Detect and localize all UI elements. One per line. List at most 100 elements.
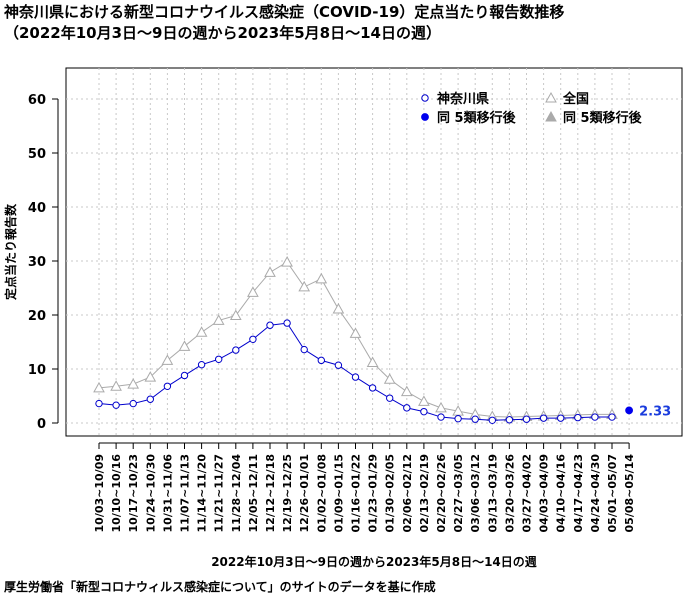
x-tick-label: 01/30~02/05 (384, 454, 397, 532)
data-point (522, 415, 531, 423)
source-caption: 厚生労働省「新型コロナウィルス感染症について」のサイトのデータを基に作成 (4, 580, 436, 594)
x-tick-label: 01/23~01/29 (367, 454, 380, 532)
data-point (178, 340, 191, 351)
x-tick-label: 03/27~04/02 (521, 454, 534, 532)
x-tick-label: 11/28~12/04 (230, 454, 243, 533)
x-tick-label: 04/03~04/09 (538, 454, 551, 532)
data-point (229, 309, 242, 321)
data-point (110, 380, 122, 391)
data-point (283, 319, 291, 327)
data-point (180, 371, 189, 380)
legend-label: 全国 (562, 91, 589, 107)
x-tick-label: 10/10~10/16 (110, 454, 123, 533)
plot-frame (65, 67, 683, 437)
data-point (264, 266, 276, 277)
x-axis-label: 2022年10月3日〜9日の週から2023年5月8日〜14日の週 (211, 554, 537, 569)
data-point (403, 404, 411, 412)
legend: 神奈川県 全国同 5類移行後 同 5類移行後 (421, 91, 643, 126)
data-point (420, 407, 428, 416)
data-point (232, 346, 240, 354)
x-tick-label: 11/21~11/27 (213, 454, 226, 532)
y-tick-label: 0 (37, 417, 46, 432)
legend-label: 同 5類移行後 (563, 110, 643, 126)
data-point (317, 356, 325, 365)
data-point (557, 414, 565, 422)
data-point (93, 381, 105, 393)
x-tick-label: 12/19~12/25 (281, 454, 294, 532)
y-tick-label: 60 (28, 93, 46, 108)
y-tick-label: 40 (28, 201, 46, 216)
x-tick-label: 02/06~02/12 (401, 454, 414, 532)
data-point (334, 361, 343, 369)
data-point (300, 345, 308, 354)
x-tick-label: 04/24~04/30 (589, 454, 602, 533)
data-point (127, 378, 140, 389)
x-tick-label: 02/20~02/26 (435, 454, 448, 533)
y-axis: 0 10 20 30 40 50 60 (28, 93, 59, 432)
data-point (505, 416, 514, 424)
data-point (421, 113, 429, 121)
data-point (247, 286, 259, 297)
chart-subtitle: （2022年10月3日〜9日の週から2023年5月8日〜14日の週） (4, 24, 441, 42)
chart-title: 神奈川県における新型コロナウイルス感染症（COVID-19）定点当たり報告数推移 (4, 3, 565, 21)
y-axis-label: 定点当たり報告数 (3, 203, 18, 300)
data-point (591, 413, 599, 421)
data-point (368, 384, 377, 392)
x-tick-label: 12/12~12/18 (264, 454, 277, 532)
data-point (454, 414, 462, 423)
x-tick-label: 11/14~11/20 (196, 454, 209, 533)
data-point (608, 413, 616, 421)
x-tick-label: 04/17~04/23 (572, 454, 585, 532)
legend-label: 同 5類移行後 (437, 110, 517, 126)
x-tick-label: 12/26~01/01 (298, 454, 311, 532)
data-point (418, 395, 430, 406)
x-tick-label: 02/13~02/19 (418, 454, 431, 532)
data-point (95, 399, 103, 408)
x-tick-label: 03/06~03/12 (469, 454, 482, 532)
data-point (197, 360, 206, 369)
data-point (545, 91, 557, 103)
data-point (421, 94, 429, 102)
x-tick-label: 01/09~01/15 (332, 454, 345, 532)
data-point (146, 395, 155, 403)
data-point (383, 373, 396, 384)
x-tick-label: 03/13~03/19 (486, 454, 499, 532)
data-point (332, 303, 345, 314)
data-point (298, 280, 311, 292)
data-point (539, 414, 548, 422)
data-point (249, 335, 257, 343)
x-tick-label: 12/05~12/11 (247, 454, 260, 532)
y-tick-label: 50 (28, 147, 46, 162)
y-tick-label: 10 (28, 363, 46, 378)
data-point (437, 413, 445, 421)
x-tick-label: 11/07~11/13 (179, 454, 192, 532)
x-tick-label: 10/17~10/23 (127, 454, 140, 532)
data-point (215, 355, 223, 363)
x-tick-label: 04/10~04/16 (555, 454, 568, 533)
data-point (349, 327, 362, 338)
grid (66, 68, 682, 436)
data-point (400, 385, 413, 397)
data-point (163, 382, 172, 390)
x-tick-label: 02/27~03/05 (452, 454, 465, 532)
data-point (112, 401, 120, 409)
data-point (129, 399, 137, 408)
x-tick-label: 01/02~01/08 (315, 454, 328, 532)
y-tick-label: 20 (28, 309, 46, 324)
x-tick-label: 10/03~10/09 (93, 454, 106, 532)
data-point (161, 354, 174, 365)
data-point (212, 314, 225, 325)
x-tick-label: 05/01~05/07 (606, 454, 619, 532)
x-tick-label: 10/31~11/06 (161, 454, 174, 533)
x-tick-label: 01/16~01/22 (350, 454, 363, 532)
data-point (266, 321, 274, 329)
series-layer (93, 256, 633, 424)
chart-svg: 0 10 20 30 40 50 60 10/03~10/09 10/10~10/16 10/1… (3, 67, 683, 569)
data-point (366, 356, 379, 368)
x-tick-label: 03/20~03/26 (503, 454, 516, 533)
data-point (435, 401, 447, 413)
data-point (351, 373, 360, 381)
data-point (144, 371, 157, 382)
data-point (545, 110, 557, 122)
data-point (386, 394, 394, 402)
